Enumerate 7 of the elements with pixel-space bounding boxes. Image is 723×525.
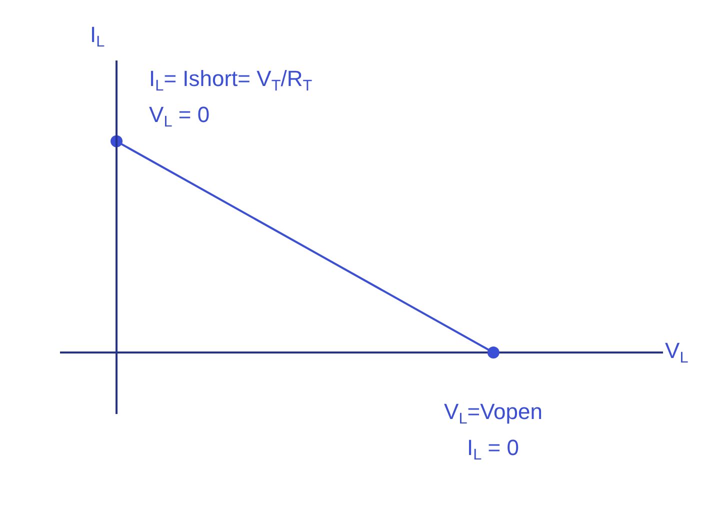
text: I$_{L}$ [90,22,105,51]
y-axis-title: I$_{L}$ [149,66,164,95]
text: V$_{L}$=Vopen [444,399,542,428]
text: I$_{L}$ = 0 [467,435,519,464]
text: V$_{L}$ = 0 [149,102,210,131]
x-axis-title: V$_{L}$ [665,338,689,367]
text: = Ishort= V$_{T}$/R$_{T}$ [164,66,312,95]
